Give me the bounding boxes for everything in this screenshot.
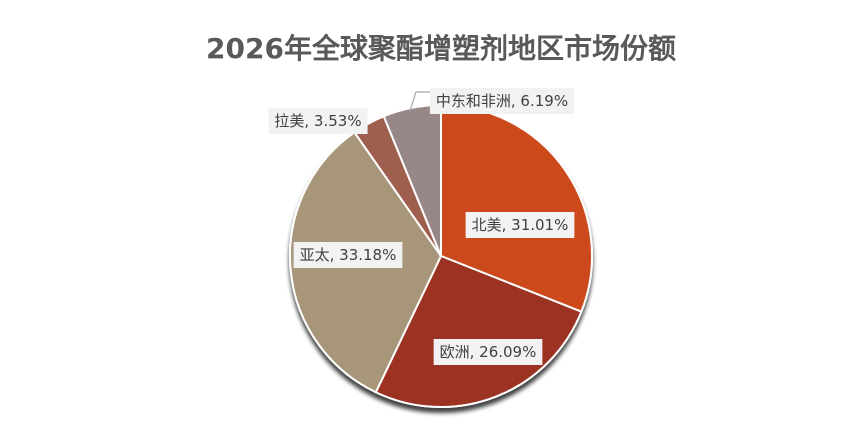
data-label-background — [429, 88, 575, 114]
pie-labels: 北美, 31.01% 欧洲, 26.09% 亚太, 33.18% 拉美, 3.53% 中… — [268, 88, 575, 365]
data-label-text: 亚太, 33.18% — [300, 246, 397, 264]
data-label-background — [268, 108, 368, 134]
data-label-text: 拉美, 3.53% — [274, 112, 361, 130]
data-label-europe: 欧洲, 26.09% — [433, 339, 543, 365]
data-label-middle-east-africa: 中东和非洲, 6.19% — [429, 88, 575, 114]
leader-line-middle-east-africa — [409, 91, 430, 112]
data-label-background — [433, 339, 543, 365]
data-label-text: 北美, 31.01% — [472, 216, 569, 234]
chart-title: 2026年全球聚酯增塑剂地区市场份额 — [206, 32, 676, 65]
data-label-asia-pacific: 亚太, 33.18% — [293, 242, 403, 268]
data-label-background — [465, 212, 575, 238]
data-label-background — [293, 242, 403, 268]
data-label-north-america: 北美, 31.01% — [465, 212, 575, 238]
data-label-latin-america: 拉美, 3.53% — [268, 108, 368, 134]
pie-slice-europe — [374, 254, 583, 408]
data-label-text: 中东和非洲, 6.19% — [436, 92, 568, 110]
data-label-text: 欧洲, 26.09% — [440, 343, 537, 361]
